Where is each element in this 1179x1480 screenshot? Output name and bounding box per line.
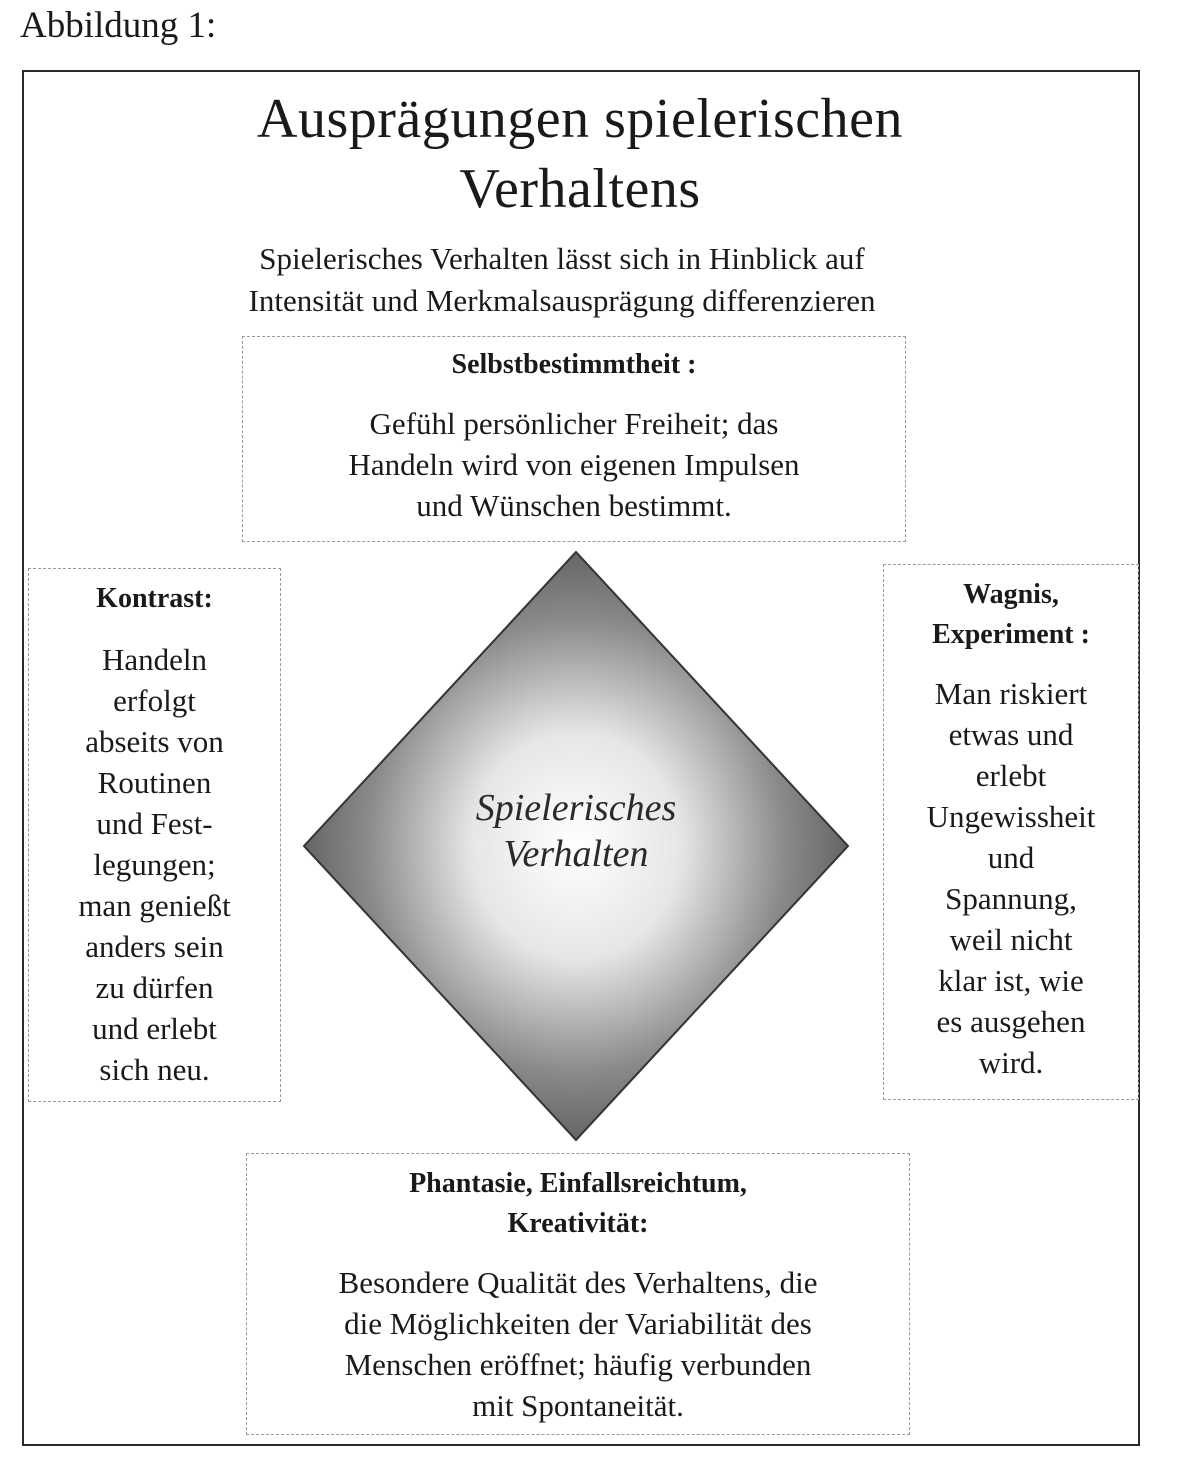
box-selbstbestimmtheit-heading: Selbstbestimmtheit : (451, 349, 697, 380)
box-selbstbestimmtheit: Selbstbestimmtheit : Gefühl persönlicher… (242, 336, 906, 542)
text-line: Gefühl persönlicher Freiheit; das (369, 406, 779, 441)
box-kontrast: Kontrast: Handeln erfolgt abseits von Ro… (28, 568, 281, 1102)
text-line: erlebt (975, 758, 1047, 793)
text-line: und (987, 840, 1035, 875)
diagram-subtitle: Spielerisches Verhalten lässt sich in Hi… (0, 238, 1124, 322)
box-kontrast-text: Handeln erfolgt abseits von Routinen und… (37, 639, 272, 1090)
text-line: Handeln wird von eigenen Impulsen (348, 447, 800, 482)
box-selbstbestimmtheit-text: Gefühl persönlicher Freiheit; das Handel… (251, 403, 897, 526)
text-line: die Möglichkeiten der Variabilität des (344, 1306, 812, 1341)
text-line: Ungewissheit (926, 799, 1096, 834)
box-kontrast-heading: Kontrast: (96, 583, 213, 614)
diagram-title-line-2: Verhaltens (459, 158, 701, 220)
diagram-frame (22, 70, 1140, 1446)
figure-caption: Abbildung 1: (20, 5, 217, 46)
text-line: erfolgt (113, 683, 196, 718)
heading-line: Kreativität: (507, 1208, 649, 1239)
text-line: Spannung, (945, 881, 1077, 916)
diamond-shape (302, 550, 850, 1142)
text-line: man genießt (78, 888, 231, 923)
text-line: und Wünschen bestimmt. (416, 488, 732, 523)
central-label: Spielerisches Verhalten (400, 785, 752, 877)
text-line: mit Spontaneität. (472, 1388, 684, 1423)
text-line: Besondere Qualität des Verhaltens, die (338, 1265, 818, 1300)
text-line: anders sein (85, 929, 224, 964)
box-phantasie-kreativitaet-text: Besondere Qualität des Verhaltens, die d… (255, 1262, 901, 1426)
text-line: wird. (978, 1045, 1044, 1080)
text-line: zu dürfen (95, 970, 214, 1005)
central-label-line-2: Verhalten (503, 833, 649, 875)
diagram-title-line-1: Ausprägungen spielerischen (257, 88, 903, 150)
text-line: etwas und (948, 717, 1074, 752)
box-phantasie-kreativitaet-heading: Phantasie, Einfallsreichtum, Kreativität… (255, 1164, 901, 1244)
text-line: legungen; (93, 847, 216, 882)
text-line: es ausgehen (936, 1004, 1086, 1039)
box-wagnis-experiment: Wagnis, Experiment : Man riskiert etwas … (883, 564, 1139, 1100)
heading-line: Experiment : (932, 619, 1090, 650)
heading-line: Phantasie, Einfallsreichtum, (409, 1168, 747, 1199)
text-line: Man riskiert (934, 676, 1088, 711)
text-line: und erlebt (92, 1011, 217, 1046)
text-line: weil nicht (949, 922, 1073, 957)
diagram-title: Ausprägungen spielerischen Verhaltens (0, 84, 1160, 224)
box-phantasie-kreativitaet: Phantasie, Einfallsreichtum, Kreativität… (246, 1153, 910, 1435)
central-label-line-1: Spielerisches (475, 787, 677, 829)
text-line: abseits von (85, 724, 224, 759)
text-line: klar ist, wie (938, 963, 1084, 998)
text-line: und Fest- (96, 806, 213, 841)
heading-line: Wagnis, (963, 579, 1059, 610)
central-diamond (302, 550, 850, 1142)
box-wagnis-experiment-text: Man riskiert etwas und erlebt Ungewisshe… (892, 673, 1130, 1083)
diagram-subtitle-line-1: Spielerisches Verhalten lässt sich in Hi… (259, 241, 865, 276)
text-line: Routinen (97, 765, 212, 800)
text-line: Menschen eröffnet; häufig verbunden (344, 1347, 812, 1382)
diagram-subtitle-line-2: Intensität und Merkmalsausprägung differ… (248, 283, 876, 318)
text-line: Handeln (101, 642, 208, 677)
box-wagnis-experiment-heading: Wagnis, Experiment : (892, 575, 1130, 655)
text-line: sich neu. (99, 1052, 210, 1087)
